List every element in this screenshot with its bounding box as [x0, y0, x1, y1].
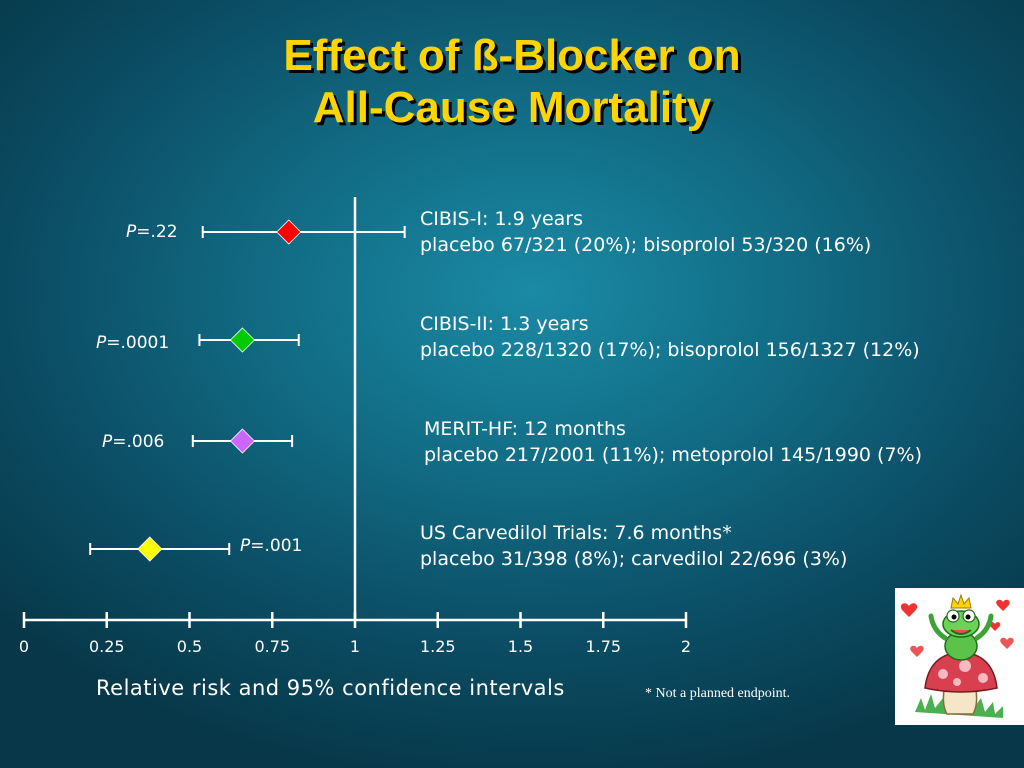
p-symbol: P — [240, 536, 251, 556]
x-tick-label: 0 — [19, 637, 29, 656]
p-value-3: P=.001 — [240, 536, 302, 556]
trial-name: CIBIS-I: 1.9 years — [420, 208, 584, 230]
p-value-1: P=.0001 — [96, 333, 169, 353]
trial-name: CIBIS-II: 1.3 years — [420, 313, 589, 335]
trial-detail: placebo 228/1320 (17%); bisoprolol 156/1… — [420, 339, 920, 361]
x-tick-label: 2 — [681, 637, 691, 656]
trial-desc-0: CIBIS-I: 1.9 years placebo 67/321 (20%);… — [420, 206, 871, 258]
slide-title: Effect of ß-Blocker on All-Cause Mortali… — [0, 30, 1024, 134]
x-tick-label: 1 — [350, 637, 360, 656]
p-value-0: P=.22 — [126, 222, 178, 242]
x-tick-label: 1.25 — [420, 637, 456, 656]
trial-desc-2: MERIT-HF: 12 months placebo 217/2001 (11… — [424, 416, 922, 468]
x-tick-label: 0.5 — [177, 637, 202, 656]
x-tick-label: 0.25 — [89, 637, 125, 656]
trial-desc-3: US Carvedilol Trials: 7.6 months* placeb… — [420, 520, 847, 572]
p-number: =.0001 — [106, 333, 170, 353]
p-symbol: P — [102, 432, 113, 452]
trial-desc-1: CIBIS-II: 1.3 years placebo 228/1320 (17… — [420, 311, 920, 363]
title-line-2: All-Cause Mortality — [312, 83, 712, 132]
trial-detail: placebo 31/398 (8%); carvedilol 22/696 (… — [420, 548, 848, 570]
trial-detail: placebo 67/321 (20%); bisoprolol 53/320 … — [420, 234, 872, 256]
p-number: =.006 — [112, 432, 165, 452]
trial-name: US Carvedilol Trials: 7.6 months* — [420, 522, 732, 544]
trial-name: MERIT-HF: 12 months — [424, 418, 626, 440]
point-estimate-diamond — [137, 536, 163, 562]
p-value-2: P=.006 — [102, 432, 164, 452]
x-tick-label: 0.75 — [254, 637, 290, 656]
p-number: =.22 — [136, 222, 178, 242]
footnote: * Not a planned endpoint. — [645, 686, 791, 701]
point-estimate-diamond — [276, 219, 302, 245]
point-estimate-diamond — [229, 428, 256, 454]
p-number: =.001 — [250, 536, 303, 556]
x-tick-label: 1.75 — [585, 637, 621, 656]
title-line-1: Effect of ß-Blocker on — [283, 31, 741, 80]
x-axis-label: Relative risk and 95% confidence interva… — [96, 676, 565, 700]
point-estimate-diamond — [229, 327, 256, 353]
p-symbol: P — [126, 222, 137, 242]
x-tick-label: 1.5 — [508, 637, 533, 656]
frog-prince-clipart — [895, 588, 1024, 725]
trial-detail: placebo 217/2001 (11%); metoprolol 145/1… — [424, 444, 922, 466]
p-symbol: P — [96, 333, 107, 353]
